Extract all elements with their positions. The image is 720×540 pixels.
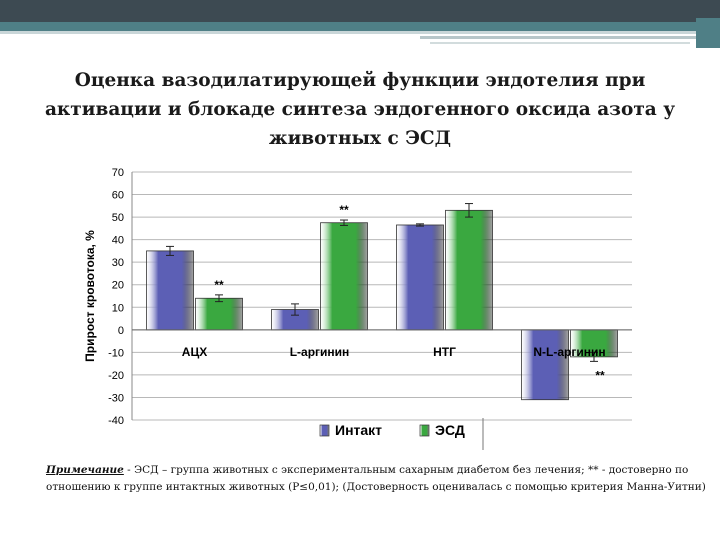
footnote-label: Примечание <box>46 464 124 476</box>
bar-chart: 70 60 50 40 30 20 10 0 -10 -20 -30 -40 Прирост крово… <box>83 167 632 450</box>
bar <box>445 209 493 331</box>
category-label: L-аргинин <box>290 345 350 359</box>
slide-title: Оценка вазодилатирующей функции эндотели… <box>44 70 676 149</box>
slide-header-decoration <box>0 0 720 48</box>
legend-swatch <box>319 424 330 437</box>
significance-marker: ** <box>214 278 224 292</box>
y-tick-label: 10 <box>112 302 124 314</box>
bar <box>396 224 444 331</box>
footnote-text: - ЭСД – группа животных с эксперименталь… <box>46 464 706 493</box>
bar <box>521 329 569 401</box>
category-label: N-L-аргинин <box>533 345 605 359</box>
y-tick-label: 0 <box>118 325 124 337</box>
significance-marker: ** <box>339 203 349 217</box>
y-tick-label: -40 <box>108 415 124 427</box>
legend-label: Интакт <box>335 422 382 438</box>
y-tick-label: -20 <box>108 370 124 382</box>
y-tick-label: -30 <box>108 392 124 404</box>
legend-swatch <box>419 424 430 437</box>
bar <box>195 297 243 331</box>
y-tick-label: 20 <box>112 280 124 292</box>
y-tick-label: 40 <box>112 235 124 247</box>
y-tick-label: 60 <box>112 190 124 202</box>
category-label: АЦХ <box>182 345 207 359</box>
legend-label: ЭСД <box>435 422 465 438</box>
bar <box>146 250 194 331</box>
significance-marker: ** <box>595 368 605 382</box>
footnote: Примечание - ЭСД – группа животных с экс… <box>46 462 720 496</box>
bar <box>320 222 368 331</box>
y-axis-title: Прирост кровотока, % <box>83 230 97 362</box>
y-tick-label: -10 <box>108 347 124 359</box>
category-label: НТГ <box>433 345 456 359</box>
y-tick-label: 30 <box>112 257 124 269</box>
y-tick-label: 50 <box>112 212 124 224</box>
y-tick-label: 70 <box>112 167 124 179</box>
